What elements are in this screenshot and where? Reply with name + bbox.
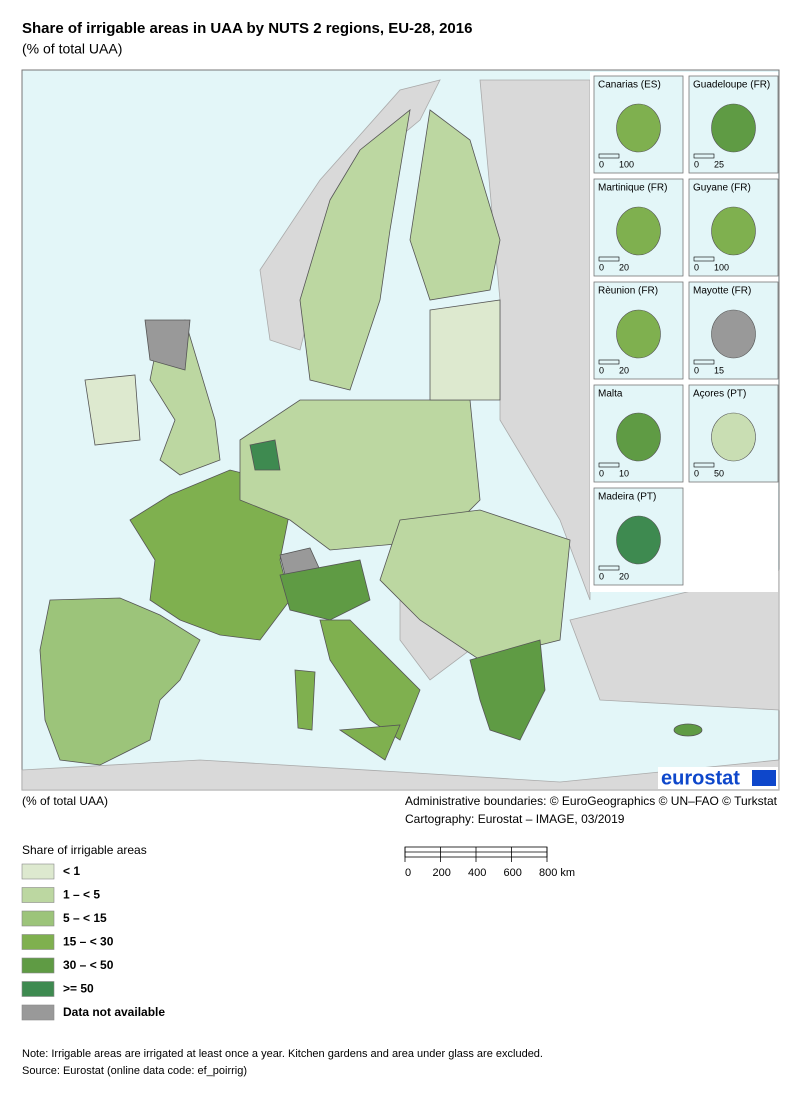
- legend-label: 5 – < 15: [63, 911, 107, 925]
- scale-label: 0: [405, 867, 411, 879]
- inset-scale-label: 0: [694, 159, 699, 169]
- region: [39, 597, 201, 766]
- legend-label: Data not available: [63, 1005, 165, 1019]
- inset-scale-label: 15: [714, 365, 724, 375]
- source: Source: Eurostat (online data code: ef_p…: [22, 1065, 247, 1077]
- inset-scale-label: 0: [694, 468, 699, 478]
- inset-name: Malta: [598, 389, 623, 400]
- inset-region: [616, 515, 661, 565]
- inset-scale-label: 20: [619, 571, 629, 581]
- inset-name: Guadeloupe (FR): [693, 80, 770, 91]
- subtitle: (% of total UAA): [22, 41, 122, 57]
- scale-bar: 0 200 400 600 800 km: [404, 846, 575, 879]
- inset-region: [616, 309, 661, 359]
- legend-label: < 1: [63, 864, 80, 878]
- inset-scale-label: 10: [619, 468, 629, 478]
- scale-label: 600: [504, 867, 522, 879]
- legend-swatch: [21, 934, 55, 950]
- inset-region: [711, 206, 756, 256]
- scale-label: 800 km: [539, 867, 575, 879]
- region: [294, 669, 316, 731]
- region: [429, 299, 501, 401]
- legend-swatch: [21, 1004, 55, 1021]
- inset-region: [711, 309, 756, 359]
- legend-swatch: [21, 863, 55, 880]
- inset-scale: [693, 256, 715, 262]
- legend-swatch: [21, 957, 55, 974]
- inset-scale-label: 100: [714, 262, 729, 272]
- inset-region: [711, 103, 756, 153]
- land: [21, 759, 780, 791]
- eu-flag: [752, 770, 776, 786]
- scale-label: 200: [433, 867, 451, 879]
- inset-scale-label: 50: [714, 468, 724, 478]
- inset-scale-label: 0: [599, 365, 604, 375]
- inset-scale-label: 0: [599, 468, 604, 478]
- credit: Cartography: Eurostat – IMAGE, 03/2019: [405, 812, 625, 826]
- inset-region: [616, 206, 661, 256]
- inset-scale: [598, 359, 620, 365]
- inset-scale-label: 0: [694, 262, 699, 272]
- region: [469, 639, 546, 741]
- inset-name: Rèunion (FR): [598, 286, 658, 297]
- region: [409, 109, 501, 301]
- scale-label: 400: [468, 867, 486, 879]
- legend-swatch: [21, 887, 55, 903]
- legend-swatch: [21, 981, 55, 997]
- inset-scale: [598, 462, 620, 468]
- region: [249, 439, 281, 471]
- inset-scale: [598, 153, 620, 159]
- inset-scale: [693, 153, 715, 159]
- inset-scale: [693, 462, 715, 468]
- region: [673, 723, 703, 737]
- inset-scale-label: 0: [694, 365, 699, 375]
- region: [319, 619, 421, 741]
- inset-scale: [598, 565, 620, 571]
- inset-frame: [593, 281, 684, 380]
- inset-name: Martinique (FR): [598, 183, 667, 194]
- inset-name: Madeira (PT): [598, 492, 656, 503]
- inset-name: Mayotte (FR): [693, 286, 751, 297]
- inset-name: Canarias (ES): [598, 80, 661, 91]
- inset-scale: [598, 256, 620, 262]
- note: Note: Irrigable areas are irrigated at l…: [22, 1048, 543, 1060]
- unit-note: (% of total UAA): [22, 794, 108, 808]
- region: [338, 724, 401, 761]
- legend-title: Share of irrigable areas: [22, 843, 147, 857]
- inset-region: [711, 412, 756, 462]
- region: [299, 109, 411, 391]
- legend-label: 30 – < 50: [63, 958, 114, 972]
- legend-label: 1 – < 5: [63, 888, 100, 902]
- inset-region: [616, 103, 661, 153]
- inset-frame: [593, 384, 684, 483]
- credit: Administrative boundaries: © EuroGeograp…: [405, 794, 778, 808]
- inset-scale-label: 0: [599, 571, 604, 581]
- logo-box: [658, 767, 778, 789]
- region: [144, 319, 191, 371]
- inset-scale: [693, 359, 715, 365]
- legend: < 1 1 – < 5 5 – < 15 15 – < 30 30 – < 50 >= 5…: [21, 863, 165, 1021]
- title: Share of irrigable areas in UAA by NUTS …: [22, 20, 472, 37]
- inset-scale-label: 20: [619, 365, 629, 375]
- inset-scale-label: 20: [619, 262, 629, 272]
- inset-name: Açores (PT): [693, 389, 746, 400]
- inset-scale-label: 0: [599, 262, 604, 272]
- logo: eurostat: [661, 767, 740, 789]
- inset-scale-label: 100: [619, 159, 634, 169]
- legend-label: >= 50: [63, 982, 94, 996]
- inset-scale-label: 0: [599, 159, 604, 169]
- inset-scale-label: 25: [714, 159, 724, 169]
- inset-region: [616, 412, 661, 462]
- inset-name: Guyane (FR): [693, 183, 751, 194]
- region: [279, 559, 371, 621]
- legend-swatch: [21, 910, 55, 927]
- legend-label: 15 – < 30: [63, 935, 114, 949]
- region: [84, 374, 141, 446]
